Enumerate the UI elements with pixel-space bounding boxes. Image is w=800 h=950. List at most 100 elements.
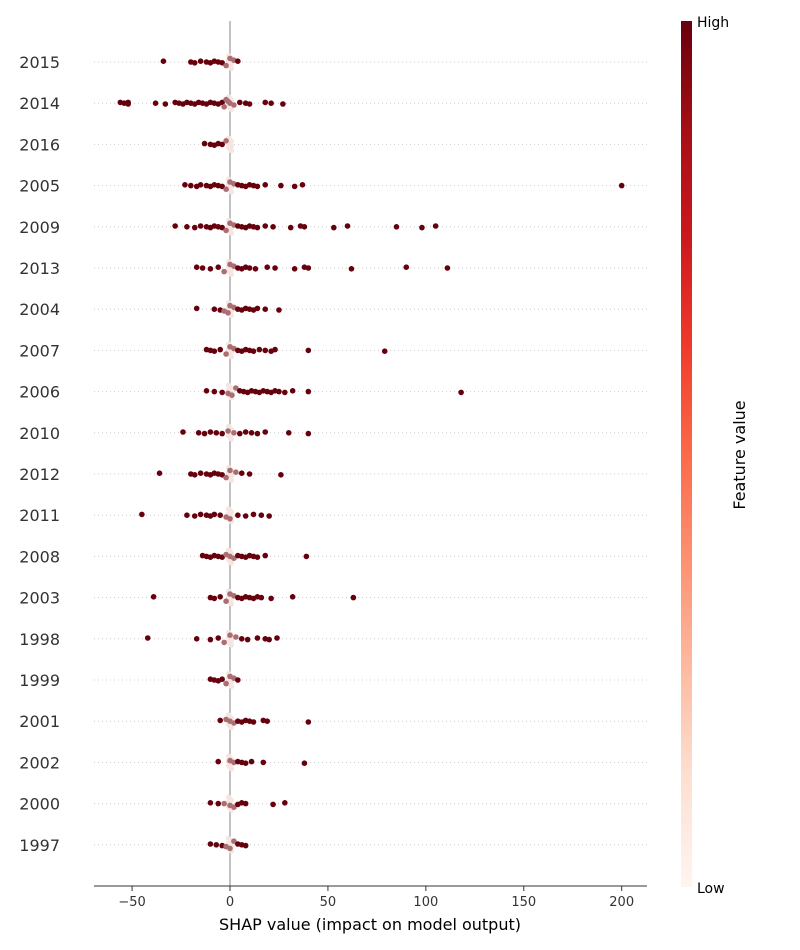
shap-point: [272, 265, 278, 271]
shap-point: [152, 100, 159, 106]
shap-point: [250, 719, 257, 725]
shap-point: [213, 842, 220, 848]
shap-point: [305, 388, 312, 395]
shap-point: [223, 351, 229, 357]
shap-point: [287, 224, 294, 231]
shap-point: [219, 60, 225, 66]
shap-point: [184, 512, 190, 518]
shap-point: [201, 430, 208, 437]
shap-point: [219, 676, 225, 682]
shap-point: [350, 594, 357, 601]
feature-labels: 2015 2014 2016 2005 2009 2013 2004 2007 2006 2010…: [19, 53, 60, 855]
shap-point: [344, 223, 351, 229]
shap-point: [193, 305, 200, 312]
shap-point: [197, 58, 204, 64]
x-axis-ticks: −50 0 50 100 150 200: [118, 886, 634, 910]
shap-point: [282, 800, 288, 806]
shap-point: [227, 845, 233, 852]
shap-point: [221, 104, 227, 110]
shap-point: [264, 264, 271, 271]
shap-point-low: [228, 601, 235, 607]
colorbar-high-label: High: [697, 15, 729, 31]
shap-point: [217, 594, 224, 600]
shap-point: [193, 636, 200, 642]
shap-point: [246, 101, 253, 107]
x-tick-label: 50: [320, 895, 337, 910]
shap-point: [215, 800, 222, 807]
shap-point: [215, 635, 222, 641]
shap-point: [227, 632, 233, 638]
shap-point: [219, 183, 225, 190]
shap-point: [258, 594, 265, 601]
shap-point: [238, 636, 245, 642]
shap-point: [262, 347, 269, 354]
shap-point: [225, 428, 231, 434]
feature-label: 2005: [19, 177, 60, 196]
shap-point: [289, 594, 296, 600]
shap-point: [191, 513, 198, 519]
shap-point: [229, 392, 235, 399]
shap-point: [125, 99, 131, 106]
shap-point: [238, 470, 245, 477]
feature-label: 2014: [19, 94, 60, 113]
shap-point: [219, 99, 225, 106]
shap-point: [219, 224, 225, 231]
feature-label: 2010: [19, 424, 60, 443]
shap-point: [444, 265, 451, 271]
shap-point: [180, 429, 186, 435]
shap-point: [201, 140, 208, 147]
shap-point: [278, 182, 284, 189]
shap-point: [260, 759, 267, 766]
shap-point: [207, 429, 214, 435]
shap-point: [188, 182, 194, 189]
colorbar-low-label: Low: [697, 881, 725, 897]
shap-point: [231, 430, 237, 436]
shap-point: [244, 636, 251, 643]
shap-point: [199, 265, 206, 271]
shap-point-low: [228, 354, 235, 360]
shap-point: [160, 58, 167, 64]
shap-point-low: [228, 107, 235, 113]
shap-point: [258, 512, 265, 518]
grid-lines: [94, 61, 647, 846]
shap-point: [225, 310, 231, 316]
x-tick-label: 200: [609, 895, 634, 910]
shap-point: [219, 430, 225, 437]
shap-point: [235, 58, 241, 64]
shap-point: [242, 800, 249, 807]
shap-point: [227, 467, 233, 474]
shap-point: [285, 430, 292, 436]
shap-point: [215, 758, 222, 765]
shap-point: [252, 266, 259, 272]
shap-point: [276, 307, 282, 313]
shap-point: [280, 101, 286, 107]
shap-point: [235, 512, 241, 518]
shap-point: [207, 266, 214, 272]
shap-point: [262, 552, 269, 559]
shap-point: [193, 264, 200, 271]
shap-point: [233, 385, 239, 391]
shap-point: [254, 224, 261, 231]
shap-point: [203, 388, 210, 394]
shap-point: [191, 60, 198, 66]
shap-point: [223, 680, 229, 687]
shap-point: [272, 346, 278, 353]
feature-label: 2012: [19, 465, 60, 484]
shap-point: [254, 430, 261, 437]
shap-point: [264, 718, 271, 724]
shap-point: [291, 266, 298, 272]
shap-point: [276, 388, 282, 395]
shap-point: [262, 99, 269, 106]
shap-point: [270, 224, 276, 230]
shap-point: [305, 719, 312, 725]
feature-label: 2007: [19, 341, 60, 360]
shap-point: [393, 224, 400, 230]
shap-point: [231, 838, 237, 844]
shap-point: [182, 182, 188, 188]
shap-point: [211, 595, 218, 602]
shap-point: [231, 804, 237, 810]
x-tick-label: 150: [511, 895, 536, 910]
shap-point: [268, 595, 274, 602]
shap-point: [250, 511, 257, 518]
